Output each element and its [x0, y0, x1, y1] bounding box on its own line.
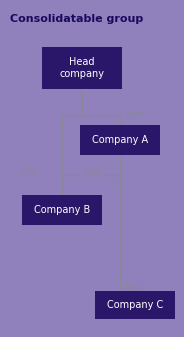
Bar [80, 125, 160, 155]
Text: Consolidatable group: Consolidatable group [10, 14, 143, 24]
Text: 40%: 40% [20, 167, 38, 176]
Text: 60%: 60% [83, 167, 102, 176]
Text: Company A: Company A [92, 135, 148, 145]
Bar [42, 47, 122, 89]
Text: Company B: Company B [34, 205, 90, 215]
Text: Head
company: Head company [59, 57, 105, 79]
Text: 100%: 100% [122, 111, 146, 120]
Text: 70%: 70% [122, 284, 141, 293]
Text: Company C: Company C [107, 300, 163, 310]
Bar [22, 195, 102, 225]
Bar [95, 291, 175, 319]
Bar [5, 20, 167, 265]
